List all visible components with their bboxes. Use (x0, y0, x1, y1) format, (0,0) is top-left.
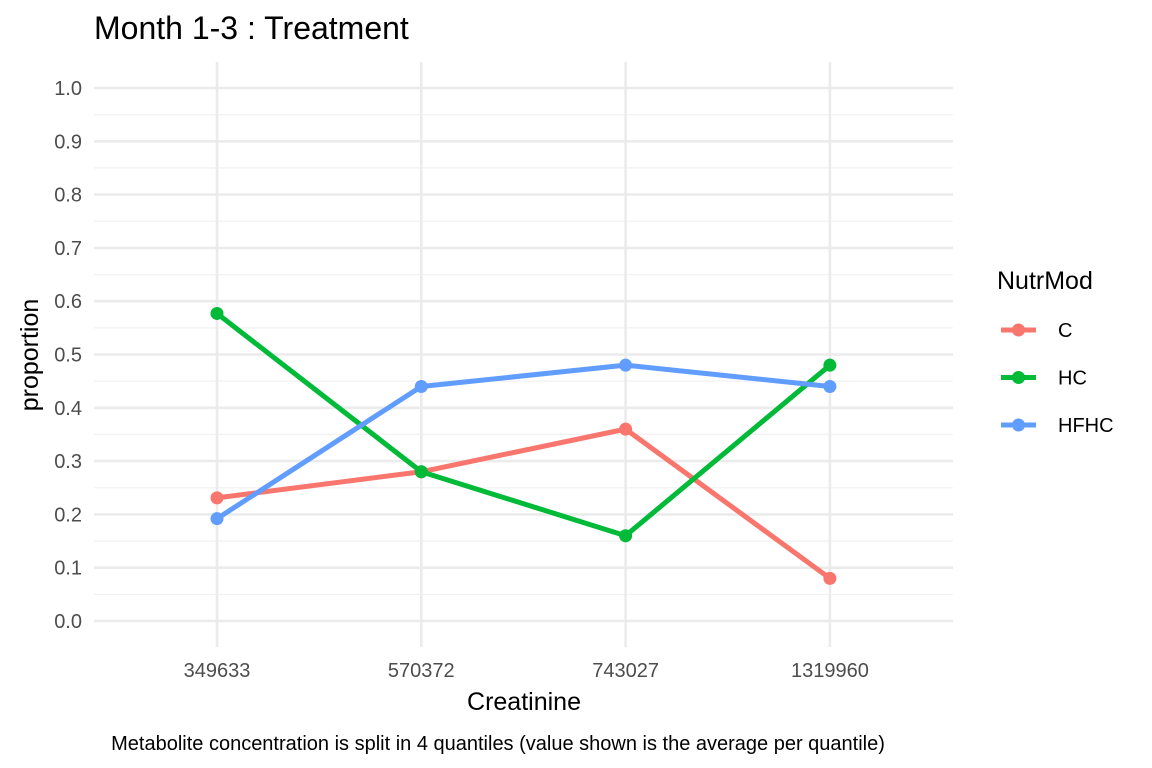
data-point-hfhc (414, 379, 428, 393)
grid (94, 62, 953, 647)
chart-title: Month 1-3 : Treatment (94, 10, 409, 46)
x-axis-title: Creatinine (467, 688, 581, 716)
y-tick-label: 0.2 (54, 504, 82, 526)
legend-items: C HC HFHC (1001, 320, 1114, 437)
data-point-hfhc (823, 379, 837, 393)
chart-caption: Metabolite concentration is split in 4 q… (111, 733, 885, 755)
y-tick-label: 0.3 (54, 451, 82, 473)
y-axis-title: proportion (16, 299, 44, 412)
x-axis-ticks: 349633 570372 743027 1319960 (184, 660, 869, 682)
y-axis-ticks: 0.0 0.1 0.2 0.3 0.4 0.5 0.6 0.7 0.8 0.9 1.0 (54, 78, 82, 633)
y-tick-label: 0.6 (54, 291, 82, 313)
y-tick-label: 0.4 (54, 398, 82, 420)
series-lines (215, 311, 832, 581)
y-tick-label: 1.0 (54, 78, 82, 100)
legend-key-point (1012, 418, 1025, 432)
data-point-hc (823, 358, 837, 372)
data-point-hfhc (619, 358, 633, 372)
series-line-c (216, 426, 832, 581)
legend-key-point (1012, 371, 1025, 384)
series-points (210, 306, 837, 585)
data-point-c (619, 422, 633, 436)
y-tick-label: 0.1 (54, 558, 82, 580)
y-tick-label: 0.7 (54, 238, 82, 260)
legend-item-c: C (1001, 320, 1072, 342)
legend-item-hfhc: HFHC (1001, 415, 1114, 437)
series-line-hfhc (215, 362, 831, 521)
data-point-hc (414, 465, 428, 479)
legend-label: HC (1058, 368, 1087, 390)
x-tick-label: 570372 (388, 660, 455, 682)
x-tick-label: 349633 (184, 660, 251, 682)
legend-item-hc: HC (1001, 368, 1087, 390)
legend-title: NutrMod (997, 267, 1093, 295)
x-tick-label: 1319960 (791, 660, 869, 682)
legend-label: HFHC (1058, 415, 1114, 437)
series-line-hc (215, 311, 832, 539)
data-point-hc (210, 306, 224, 320)
data-point-c (210, 491, 224, 505)
x-tick-label: 743027 (592, 660, 659, 682)
legend: NutrMod C HC HFHC (997, 267, 1114, 437)
legend-key-point (1012, 323, 1025, 337)
y-tick-label: 0.9 (54, 131, 82, 153)
y-tick-label: 0.0 (54, 611, 82, 633)
data-point-hfhc (210, 512, 224, 526)
y-tick-label: 0.8 (54, 185, 82, 207)
legend-label: C (1058, 320, 1072, 342)
data-point-c (823, 571, 837, 585)
y-tick-label: 0.5 (54, 345, 82, 367)
data-point-hc (619, 529, 633, 543)
